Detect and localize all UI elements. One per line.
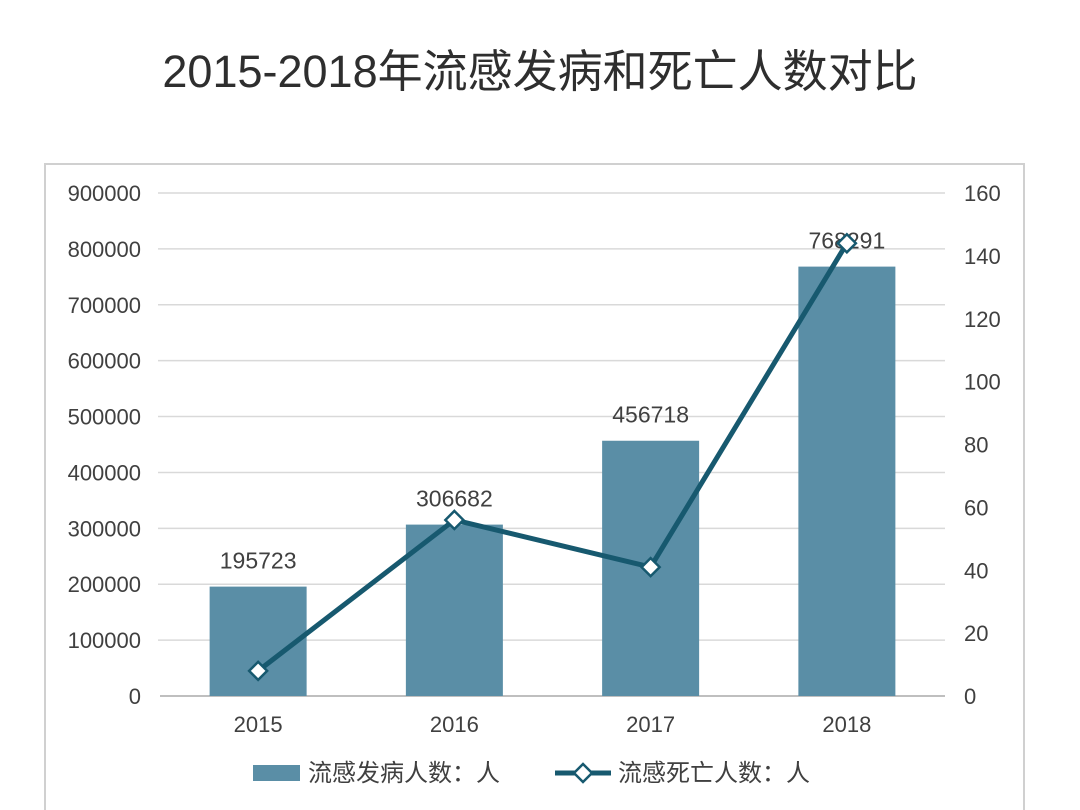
bar-data-label: 456718: [612, 402, 689, 428]
legend: 流感发病人数：人 流感死亡人数：人: [253, 760, 810, 787]
line-series: [247, 232, 858, 682]
left-axis-tick-label: 0: [129, 684, 141, 709]
left-axis-tick-label: 800000: [68, 237, 141, 262]
category-label: 2016: [430, 712, 479, 737]
category-labels: 2015 2016 2017 2018: [234, 712, 872, 737]
line-path: [256, 242, 850, 673]
right-axis-tick-label: 20: [964, 621, 988, 646]
left-axis-tick-label: 700000: [68, 293, 141, 318]
chart-frame: [44, 163, 1025, 810]
left-axis-tick-label: 300000: [68, 516, 141, 541]
left-axis-tick-label: 100000: [68, 628, 141, 653]
right-axis-tick-label: 120: [964, 307, 1001, 332]
bar-data-labels: 195723306682456718768291: [220, 228, 886, 574]
right-axis-tick-label: 60: [964, 495, 988, 520]
line-point-diamond: [443, 509, 466, 531]
line-point-diamond: [836, 232, 858, 255]
left-axis-tick-label: 500000: [68, 405, 141, 430]
right-axis-tick-label: 80: [964, 433, 988, 458]
legend-label-line: 流感死亡人数：人: [618, 760, 810, 787]
line-point-diamond: [247, 660, 269, 682]
bar-data-label: 306682: [416, 486, 493, 512]
right-axis-tick-label: 140: [964, 244, 1001, 269]
category-label: 2017: [626, 712, 675, 737]
left-axis-tick-labels: 0 100000 200000 300000 400000 500000 600000 700…: [68, 181, 141, 709]
left-axis-tick-label: 400000: [68, 460, 141, 485]
right-axis-tick-label: 160: [964, 181, 1001, 206]
category-label: 2018: [822, 712, 871, 737]
bar: [798, 266, 896, 696]
right-axis-tick-label: 100: [964, 370, 1001, 395]
bar-data-label: 195723: [220, 548, 297, 574]
line-point-diamond: [639, 556, 662, 578]
chart-title: 2015-2018年流感发病和死亡人数对比: [162, 46, 918, 97]
right-axis-tick-labels: 0 20 40 60 80 100 120 140 160: [964, 181, 1001, 709]
category-label: 2015: [234, 712, 283, 737]
legend-label-bar: 流感发病人数：人: [308, 760, 500, 787]
legend-marker-diamond-icon: [572, 762, 594, 784]
right-axis-tick-label: 40: [964, 558, 988, 583]
bar: [405, 524, 503, 696]
left-axis-tick-label: 600000: [68, 349, 141, 374]
right-axis-tick-label: 0: [964, 684, 976, 709]
left-axis-tick-label: 200000: [68, 572, 141, 597]
left-axis-tick-label: 900000: [68, 181, 141, 206]
legend-swatch-bar: [253, 765, 300, 781]
